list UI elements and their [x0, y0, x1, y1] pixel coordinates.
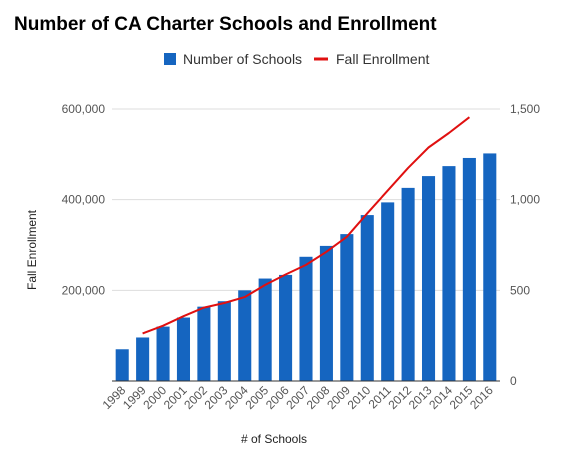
bar-2001 — [176, 317, 191, 381]
y-right-tick-label: 1,000 — [510, 193, 540, 207]
enrollment-line — [142, 116, 471, 335]
bar-2007 — [299, 256, 313, 381]
y-left-tick-label: 400,000 — [62, 193, 106, 207]
y-left-tick-label: 200,000 — [62, 283, 106, 297]
bar-2005 — [258, 278, 272, 381]
bar-2011 — [381, 202, 395, 381]
legend-label-schools: Number of Schools — [183, 51, 302, 67]
bar-2013 — [421, 176, 436, 381]
bar-2008 — [319, 245, 333, 381]
y-right-tick-label: 500 — [510, 283, 530, 297]
legend-label-enrollment: Fall Enrollment — [336, 51, 429, 67]
chart-title: Number of CA Charter Schools and Enrollm… — [14, 14, 437, 35]
bar-2010 — [360, 215, 374, 381]
bar-2012 — [401, 187, 415, 381]
bar-1999 — [136, 337, 150, 381]
bar-2014 — [442, 166, 456, 381]
bar-2003 — [217, 301, 231, 381]
x-axis-title: # of Schools — [241, 432, 307, 446]
y-axis-title: Fall Enrollment — [25, 209, 39, 290]
bar-2004 — [238, 290, 252, 381]
bar-2006 — [279, 274, 293, 381]
y-right-tick-label: 1,500 — [510, 102, 540, 116]
legend-swatch-schools — [164, 53, 176, 65]
x-tick-label: 2016 — [467, 383, 496, 412]
bar-2002 — [197, 306, 211, 381]
bar-2009 — [340, 234, 354, 381]
bar-1998 — [115, 349, 129, 381]
bar-2016 — [483, 153, 497, 381]
bar-2015 — [462, 157, 476, 381]
y-left-tick-label: 600,000 — [62, 102, 106, 116]
y-right-tick-label: 0 — [510, 374, 517, 388]
bar-2000 — [156, 326, 170, 381]
